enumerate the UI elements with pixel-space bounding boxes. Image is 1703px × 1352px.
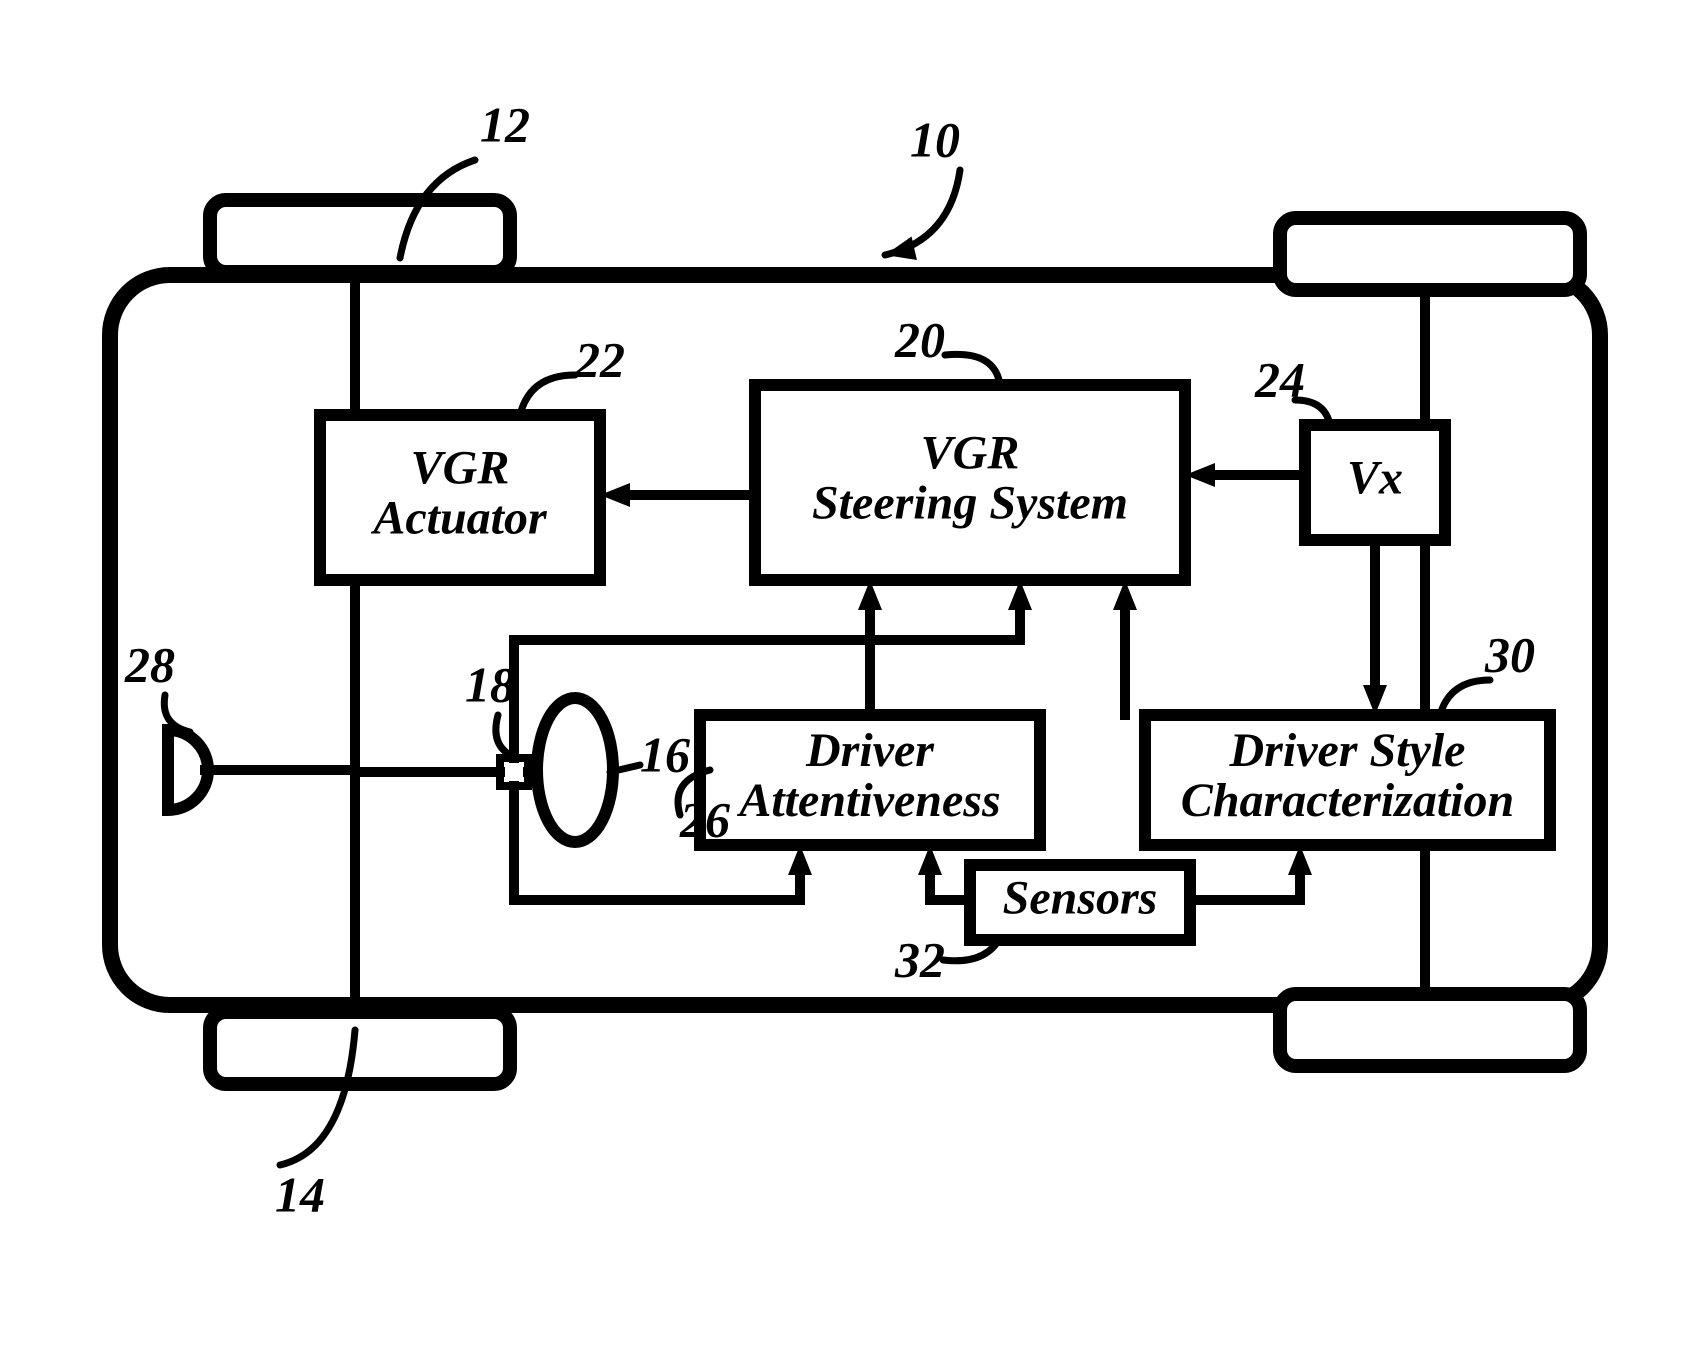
wheel-2	[210, 1012, 510, 1084]
refnum-28: 28	[124, 636, 175, 692]
box-vx-label-0: Vx	[1347, 452, 1403, 505]
refnum-10: 10	[910, 111, 960, 167]
box-actuator-label-1: Actuator	[370, 492, 548, 545]
refnum-26: 26	[679, 791, 730, 847]
refnum-14: 14	[275, 1166, 325, 1222]
refnum-22: 22	[574, 331, 625, 387]
box-attent-label-1: Attentiveness	[736, 774, 1000, 827]
refnum-18: 18	[465, 656, 515, 712]
wheel-3	[1280, 994, 1580, 1066]
box-style-label-0: Driver Style	[1229, 724, 1466, 777]
box-steering-label-1: Steering System	[812, 477, 1128, 530]
box-attent-label-0: Driver	[805, 724, 935, 777]
wheel-1	[1280, 218, 1580, 290]
box-style-label-1: Characterization	[1181, 774, 1514, 827]
steering-wheel-icon	[537, 698, 613, 842]
box-sensors-label-0: Sensors	[1003, 872, 1158, 925]
refnum-16: 16	[640, 726, 690, 782]
refnum-32: 32	[894, 931, 945, 987]
refnum-30: 30	[1484, 626, 1535, 682]
conn-sensors-to-style	[1190, 863, 1300, 900]
box-actuator-label-0: VGR	[411, 441, 510, 494]
refnum-20: 20	[894, 311, 945, 367]
leader-10	[885, 170, 960, 255]
refnum-12: 12	[480, 96, 530, 152]
wheel-0	[210, 200, 510, 272]
box-steering-label-0: VGR	[921, 426, 1020, 479]
